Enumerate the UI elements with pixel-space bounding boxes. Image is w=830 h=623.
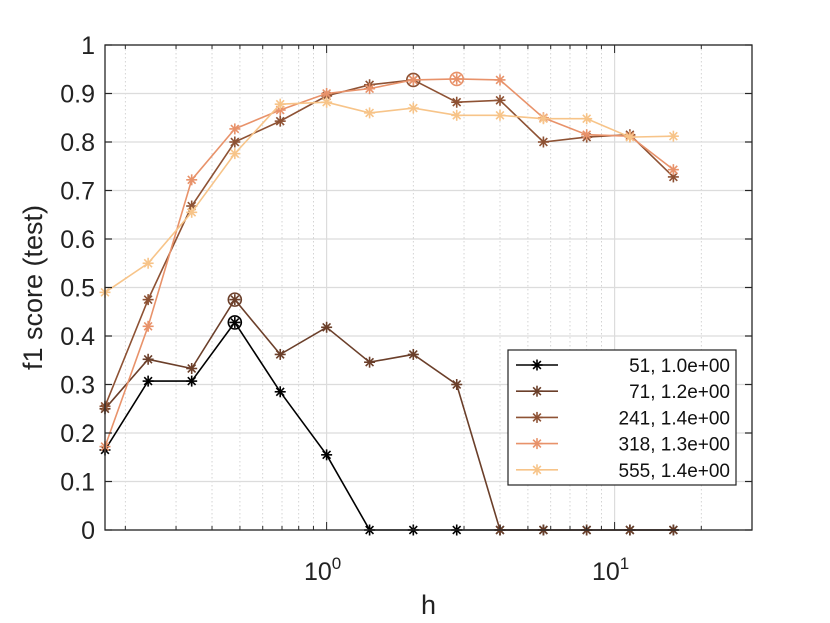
data-point xyxy=(667,130,679,142)
y-tick-label: 0.7 xyxy=(60,178,95,206)
legend-marker xyxy=(531,385,543,397)
legend-label: 318, 1.3e+00 xyxy=(619,435,730,456)
series-line xyxy=(104,79,674,407)
y-tick-label: 0.6 xyxy=(60,226,95,254)
data-point xyxy=(451,109,463,121)
legend-entry: 71, 1.2e+00 xyxy=(516,382,730,403)
data-point xyxy=(451,73,463,85)
data-point xyxy=(229,123,241,135)
data-point xyxy=(407,102,419,114)
legend-marker xyxy=(531,359,543,371)
series-5 xyxy=(99,96,679,298)
data-point xyxy=(494,74,506,86)
data-point xyxy=(142,294,154,306)
data-point xyxy=(186,375,198,387)
data-point xyxy=(274,386,286,398)
data-point xyxy=(537,136,549,148)
data-point xyxy=(364,356,376,368)
y-tick-label: 1 xyxy=(81,32,95,60)
data-point xyxy=(274,98,286,110)
data-point xyxy=(142,375,154,387)
data-point xyxy=(494,94,506,106)
y-tick-label: 0.5 xyxy=(60,275,95,303)
legend-entry: 51, 1.0e+00 xyxy=(516,356,730,377)
data-point xyxy=(274,115,286,127)
data-point xyxy=(142,257,154,269)
series-line xyxy=(104,101,674,294)
tick-layer: 0 0.1 0.2 0.3 0.4 0.5 0.6 0.7 0.8 0.9 1 100 101 xyxy=(60,32,752,586)
best-point-marker xyxy=(449,71,465,87)
data-point xyxy=(321,449,333,461)
data-point xyxy=(581,113,593,125)
data-point xyxy=(407,74,419,86)
best-point-marker xyxy=(227,292,243,307)
y-tick-label: 0.1 xyxy=(60,469,95,497)
data-point xyxy=(537,113,549,125)
data-point xyxy=(451,379,463,390)
legend-marker xyxy=(531,438,543,450)
legend-label: 51, 1.0e+00 xyxy=(629,356,730,377)
legend-label: 241, 1.4e+00 xyxy=(619,408,730,429)
legend-entry: 555, 1.4e+00 xyxy=(516,461,730,482)
data-point xyxy=(451,96,463,108)
data-point xyxy=(364,83,376,95)
data-point xyxy=(186,174,198,186)
legend-marker xyxy=(531,464,543,476)
data-point xyxy=(274,348,286,360)
data-point xyxy=(364,107,376,119)
legend: 51, 1.0e+00 71, 1.2e+00 241, 1.4e+00 318, 1… xyxy=(507,349,737,486)
legend-entry: 241, 1.4e+00 xyxy=(516,408,730,429)
data-point xyxy=(142,353,154,365)
y-tick-label: 0.2 xyxy=(60,420,95,448)
legend-label: 71, 1.2e+00 xyxy=(629,382,730,403)
y-tick-label: 0.9 xyxy=(60,81,95,109)
data-point xyxy=(494,109,506,121)
data-point xyxy=(186,362,198,374)
data-point xyxy=(321,321,333,333)
data-point xyxy=(142,320,154,332)
best-point-marker xyxy=(227,315,243,330)
data-point xyxy=(229,136,241,148)
legend-label: 555, 1.4e+00 xyxy=(619,461,730,482)
y-tick-label: 0.8 xyxy=(60,129,95,157)
x-tick-label: 101 xyxy=(592,554,629,586)
y-tick-label: 0 xyxy=(81,517,95,545)
data-point xyxy=(229,148,241,160)
data-point xyxy=(229,316,241,328)
data-point xyxy=(186,206,198,218)
x-tick-label: 100 xyxy=(304,554,341,586)
data-point xyxy=(667,164,679,176)
y-tick-label: 0.3 xyxy=(60,372,95,400)
series-line xyxy=(104,78,674,447)
y-tick-label: 0.4 xyxy=(60,323,95,351)
legend-marker xyxy=(531,411,543,423)
data-point xyxy=(229,294,241,306)
data-point xyxy=(624,131,636,143)
data-point xyxy=(407,348,419,360)
data-point xyxy=(321,96,333,108)
data-point xyxy=(581,129,593,141)
legend-entry: 318, 1.3e+00 xyxy=(516,435,730,456)
data-point xyxy=(667,171,679,183)
y-axis-title: f1 score (test) xyxy=(18,205,48,370)
x-axis-title: h xyxy=(421,590,436,620)
